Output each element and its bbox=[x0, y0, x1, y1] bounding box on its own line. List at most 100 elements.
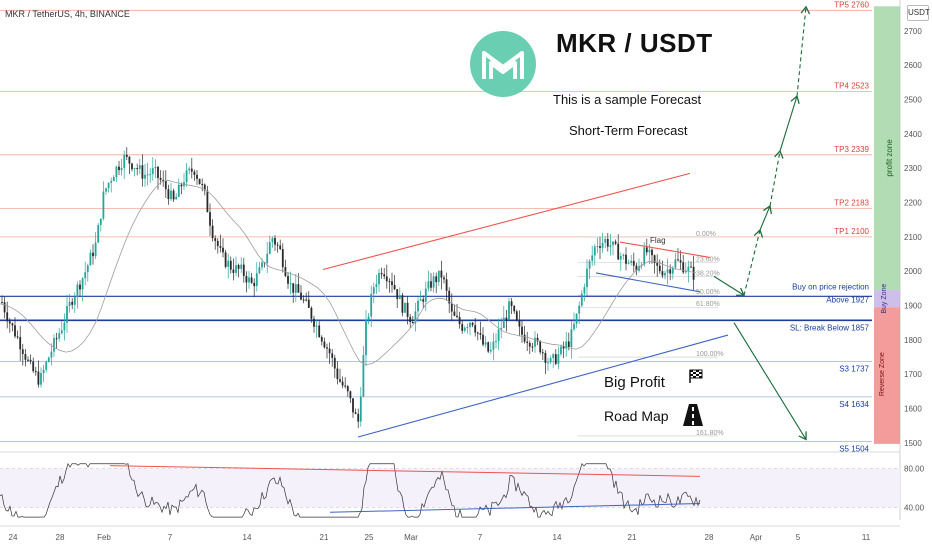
fib-label: 100.00% bbox=[696, 351, 724, 358]
candle-body bbox=[86, 265, 89, 273]
candle-body bbox=[45, 361, 48, 370]
candle-body bbox=[188, 168, 191, 171]
candle-body bbox=[136, 168, 139, 170]
candle-body bbox=[164, 180, 167, 190]
candle-body bbox=[255, 273, 258, 287]
candle-body bbox=[352, 398, 354, 413]
candle-body bbox=[73, 296, 76, 305]
candle-body bbox=[105, 188, 107, 192]
candle-body bbox=[606, 238, 609, 247]
candle-body bbox=[297, 284, 300, 293]
candle-body bbox=[424, 288, 427, 302]
candle-body bbox=[331, 353, 334, 358]
candle-body bbox=[383, 274, 386, 277]
candle-body bbox=[645, 247, 648, 253]
candle-body bbox=[570, 329, 573, 348]
candle-body bbox=[266, 253, 269, 264]
candle-body bbox=[333, 357, 336, 369]
y-tick-label: 1700 bbox=[904, 370, 922, 379]
candle-body bbox=[552, 354, 555, 359]
candle-body bbox=[419, 299, 422, 301]
candle-body bbox=[172, 190, 175, 200]
road-map-label: Road Map bbox=[604, 408, 669, 424]
price-axis-bg bbox=[900, 0, 932, 550]
candle-body bbox=[315, 325, 318, 327]
x-tick-label: 21 bbox=[628, 533, 637, 542]
fib-label: 0.00% bbox=[696, 231, 716, 238]
candle-body bbox=[138, 165, 141, 169]
candle-body bbox=[167, 189, 170, 200]
candle-body bbox=[11, 323, 14, 326]
candle-body bbox=[112, 177, 115, 182]
candle-body bbox=[24, 353, 27, 360]
flag-upper-line bbox=[619, 241, 711, 259]
candle-body bbox=[307, 299, 310, 308]
candle-body bbox=[599, 246, 601, 248]
rsi-resistance-line bbox=[109, 465, 701, 477]
candle-body bbox=[159, 177, 162, 180]
candle-body bbox=[320, 336, 323, 342]
candle-body bbox=[198, 178, 201, 184]
candle-body bbox=[50, 351, 53, 358]
candles bbox=[1, 147, 695, 429]
x-tick-label: 21 bbox=[320, 533, 329, 542]
x-tick-label: 14 bbox=[553, 533, 562, 542]
level-label: TP5 2760 bbox=[834, 0, 869, 9]
support-trendline bbox=[357, 334, 729, 438]
candle-body bbox=[521, 326, 523, 335]
candle-body bbox=[409, 316, 412, 323]
level-label: S5 1504 bbox=[839, 444, 869, 453]
candle-body bbox=[398, 295, 401, 300]
candle-body bbox=[565, 341, 568, 349]
y-tick-label: 2200 bbox=[904, 199, 922, 208]
candle-body bbox=[586, 268, 588, 288]
candle-body bbox=[97, 225, 100, 243]
candle-body bbox=[162, 179, 165, 181]
candle-body bbox=[625, 254, 627, 264]
candle-body bbox=[385, 276, 388, 282]
candle-body bbox=[118, 166, 120, 171]
candle-body bbox=[336, 368, 339, 380]
checkered-flag-icon bbox=[689, 369, 703, 383]
candle-body bbox=[149, 174, 152, 176]
candle-body bbox=[53, 338, 55, 352]
candle-body bbox=[622, 254, 625, 256]
candle-body bbox=[224, 252, 227, 267]
fib-label: 50.00% bbox=[696, 289, 720, 296]
candle-body bbox=[274, 238, 276, 245]
level-label: Buy on price rejection bbox=[792, 282, 869, 291]
candle-body bbox=[261, 262, 263, 268]
level-label: S4 1634 bbox=[839, 400, 869, 409]
candle-body bbox=[193, 171, 196, 175]
x-tick-label: 7 bbox=[168, 533, 173, 542]
candle-body bbox=[58, 333, 61, 339]
candle-body bbox=[487, 342, 490, 352]
reverse-arrow bbox=[733, 322, 807, 440]
x-tick-label: Feb bbox=[97, 533, 111, 542]
candle-body bbox=[557, 354, 560, 364]
candle-body bbox=[591, 255, 594, 261]
reverse-arrow-head bbox=[798, 431, 807, 441]
level-label: TP4 2523 bbox=[834, 82, 869, 91]
rsi-tick-label: 40.00 bbox=[904, 503, 925, 512]
candle-body bbox=[302, 299, 305, 301]
candle-body bbox=[627, 262, 630, 264]
candle-body bbox=[157, 166, 159, 178]
candle-body bbox=[456, 315, 458, 318]
candle-body bbox=[580, 293, 583, 306]
level-label: Above 1927 bbox=[826, 295, 869, 304]
candle-body bbox=[656, 262, 659, 266]
candle-body bbox=[276, 244, 279, 246]
candle-body bbox=[237, 265, 240, 269]
candle-body bbox=[310, 307, 313, 319]
candle-body bbox=[411, 322, 414, 324]
candle-body bbox=[380, 272, 383, 275]
candle-body bbox=[666, 269, 669, 273]
currency-badge[interactable]: USDT bbox=[907, 5, 930, 21]
candle-body bbox=[567, 341, 570, 348]
rsi-tick-label: 80.00 bbox=[904, 465, 925, 474]
candle-body bbox=[29, 359, 32, 362]
resistance-trendline bbox=[322, 172, 691, 271]
candle-body bbox=[474, 325, 477, 333]
